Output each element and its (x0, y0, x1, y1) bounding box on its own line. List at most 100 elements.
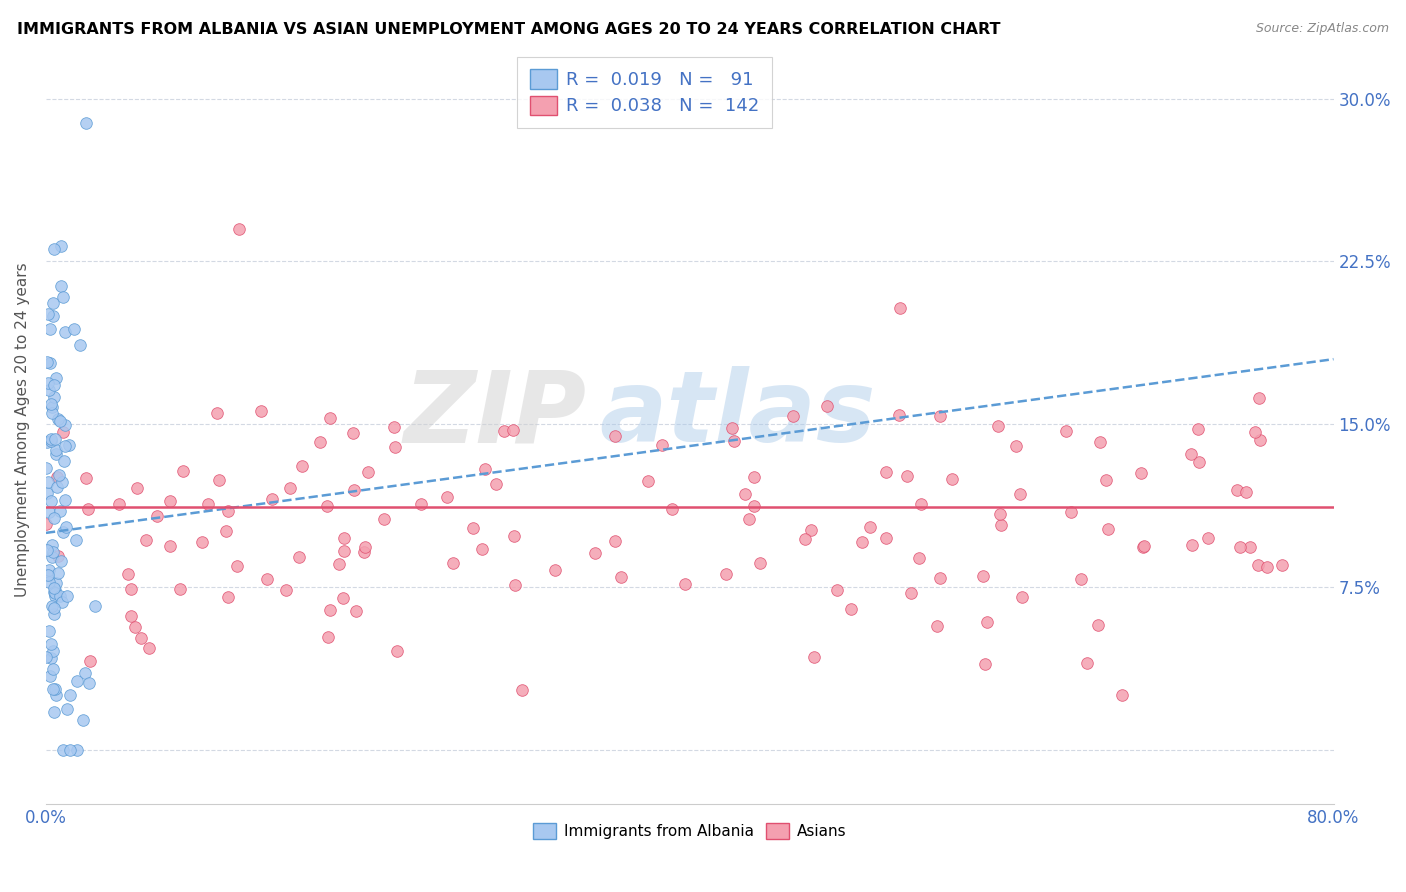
Point (1132, 541, 1154, 555)
Point (803, 650, 825, 665)
Point (385, 644, 408, 658)
Point (900, 586, 922, 600)
Point (35, 650, 58, 665)
Point (39, 432, 62, 446)
Point (63, 321, 86, 335)
Point (44, 589, 66, 603)
Point (49, 504, 72, 518)
Point (45, 447, 67, 461)
Point (108, 497, 131, 511)
Point (77, 676, 100, 690)
Point (129, 631, 152, 645)
Point (875, 531, 897, 545)
Point (84, 599, 107, 614)
Point (51, 524, 73, 539)
Point (44, 601, 66, 615)
Point (58, 438, 80, 452)
Point (987, 419, 1010, 434)
Point (44, 586, 66, 600)
Point (51, 425, 73, 439)
Point (990, 517, 1012, 532)
Point (37, 376, 59, 390)
Point (42, 662, 65, 676)
Point (42, 243, 65, 257)
Point (605, 534, 627, 549)
Point (38, 384, 60, 398)
Point (610, 570, 633, 584)
Point (65, 533, 87, 547)
Point (637, 475, 659, 489)
Point (278, 481, 301, 495)
Point (1181, 537, 1204, 551)
Point (39, 669, 62, 683)
Point (1054, 424, 1077, 438)
Point (35, 567, 58, 582)
Point (316, 499, 339, 513)
Point (896, 469, 918, 483)
Point (42, 390, 65, 404)
Point (41, 549, 63, 564)
Point (1008, 487, 1031, 501)
Point (41, 599, 63, 614)
Point (443, 556, 465, 570)
Point (39, 494, 62, 508)
Point (52, 743, 75, 757)
Point (145, 509, 167, 524)
Point (288, 550, 311, 565)
Point (35, 355, 58, 369)
Point (742, 470, 765, 484)
Point (603, 428, 626, 442)
Point (49, 590, 72, 604)
Point (1234, 484, 1257, 499)
Point (214, 524, 236, 538)
Point (738, 512, 761, 526)
Point (583, 546, 606, 560)
Point (941, 472, 963, 486)
Point (39, 636, 62, 650)
Point (52, 454, 75, 468)
Point (44, 682, 66, 697)
Point (55, 589, 77, 603)
Point (1256, 559, 1278, 574)
Point (1130, 467, 1153, 481)
Point (208, 473, 231, 487)
Point (135, 533, 157, 548)
Point (1229, 540, 1251, 554)
Point (228, 222, 250, 236)
Point (889, 301, 911, 316)
Point (290, 459, 312, 474)
Point (35, 516, 58, 531)
Point (485, 477, 508, 491)
Point (197, 497, 219, 511)
Text: IMMIGRANTS FROM ALBANIA VS ASIAN UNEMPLOYMENT AMONG AGES 20 TO 24 YEARS CORRELAT: IMMIGRANTS FROM ALBANIA VS ASIAN UNEMPLO… (17, 22, 1001, 37)
Point (474, 462, 496, 476)
Point (910, 497, 932, 511)
Point (384, 441, 406, 455)
Point (1076, 657, 1098, 671)
Point (409, 497, 432, 511)
Point (1095, 473, 1118, 487)
Point (851, 535, 873, 549)
Point (37, 542, 59, 557)
Legend: Immigrants from Albania, Asians: Immigrants from Albania, Asians (527, 817, 852, 846)
Point (73, 665, 96, 680)
Point (38, 505, 60, 519)
Y-axis label: Unemployment Among Ages 20 to 24 years: Unemployment Among Ages 20 to 24 years (15, 262, 30, 597)
Point (41, 400, 63, 414)
Point (124, 620, 146, 634)
Point (353, 544, 375, 558)
Point (333, 544, 356, 558)
Point (72, 713, 94, 727)
Point (225, 558, 247, 573)
Point (42, 377, 65, 392)
Point (127, 481, 149, 495)
Point (502, 424, 524, 438)
Point (45, 470, 67, 484)
Point (51, 554, 73, 568)
Point (721, 420, 744, 434)
Point (332, 591, 354, 605)
Point (723, 434, 745, 449)
Point (41, 434, 63, 448)
Point (875, 466, 897, 480)
Point (471, 541, 494, 556)
